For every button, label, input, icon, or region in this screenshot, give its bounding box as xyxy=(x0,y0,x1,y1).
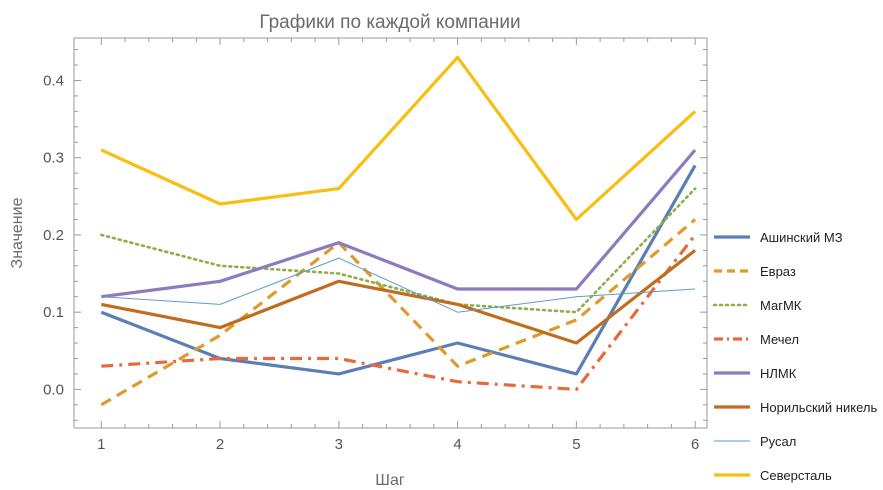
series-line-русал xyxy=(101,257,696,313)
series-line-ашинский-мз xyxy=(100,164,697,376)
y-axis-label: Значение xyxy=(9,197,26,268)
series-line-мечел xyxy=(101,233,697,391)
series-line-норильский-никель xyxy=(100,249,697,345)
legend-label-норильский-никель: Норильский никель xyxy=(760,400,877,415)
x-axis: 1 2 3 4 5 6 xyxy=(97,38,699,453)
legend-label-евраз: Евраз xyxy=(760,264,796,279)
y-tick-label: 0.4 xyxy=(43,72,64,89)
y-axis: 0.0 0.1 0.2 0.3 0.4 xyxy=(43,49,707,421)
y-tick-label: 0.1 xyxy=(43,304,64,321)
x-tick-label: 3 xyxy=(335,436,343,453)
x-tick-label: 2 xyxy=(216,436,224,453)
legend: Ашинский МЗ Евраз МагМК Мечел НЛМК Норильский… xyxy=(712,230,877,483)
x-tick-label: 4 xyxy=(453,436,461,453)
series-line-магмк xyxy=(100,187,697,314)
series-line-нлмк xyxy=(101,148,697,299)
series-lines xyxy=(100,55,697,407)
legend-label-русал: Русал xyxy=(760,434,796,449)
chart-title: Графики по каждой компании xyxy=(259,12,520,33)
y-tick-label: 0.0 xyxy=(43,381,64,398)
y-tick-label: 0.3 xyxy=(43,150,64,167)
legend-label-нлмк: НЛМК xyxy=(760,366,797,381)
legend-label-магмк: МагМК xyxy=(760,298,802,313)
series-line-северсталь xyxy=(100,55,697,222)
x-tick-label: 1 xyxy=(97,436,105,453)
series-line-евраз xyxy=(100,218,697,407)
x-tick-label: 5 xyxy=(572,436,580,453)
y-tick-label: 0.2 xyxy=(43,227,64,244)
plot-frame xyxy=(73,37,708,429)
x-axis-label: Шаг xyxy=(375,472,405,489)
legend-label-ашинский-мз: Ашинский МЗ xyxy=(760,230,843,245)
legend-label-мечел: Мечел xyxy=(760,332,799,347)
legend-label-северсталь: Северсталь xyxy=(760,468,832,483)
x-tick-label: 6 xyxy=(691,436,699,453)
